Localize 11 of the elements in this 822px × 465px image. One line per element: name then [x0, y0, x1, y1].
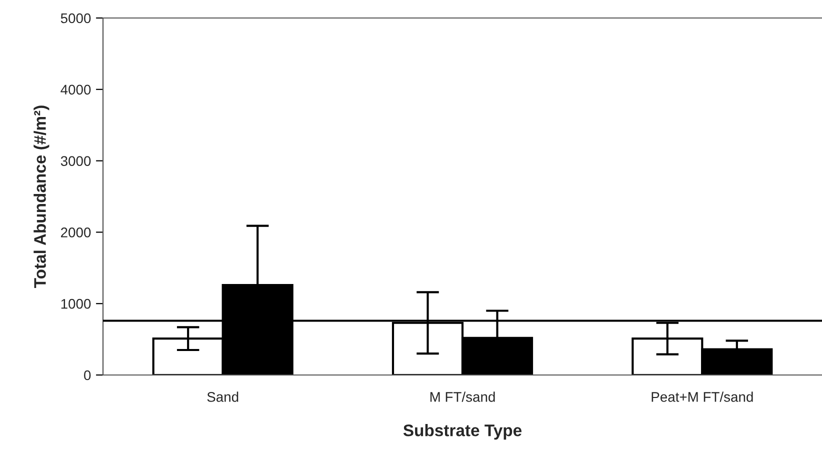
y-tick-label: 1000 — [61, 298, 91, 309]
y-tick-label: 2000 — [61, 228, 91, 238]
x-axis-title: Substrate Type — [403, 424, 522, 440]
x-tick-label: Peat+M FT/sand — [652, 392, 753, 402]
y-tick-label: 3000 — [60, 156, 91, 166]
y-axis-title: Total Abundance (#/m²) — [34, 106, 50, 288]
y-tick-label: 4000 — [60, 84, 91, 95]
x-tick-label: M FT/sand — [430, 392, 495, 402]
y-tick-label: 5000 — [60, 13, 91, 24]
y-tick-label: 0 — [84, 370, 91, 380]
x-tick-label: Sand — [207, 392, 238, 402]
